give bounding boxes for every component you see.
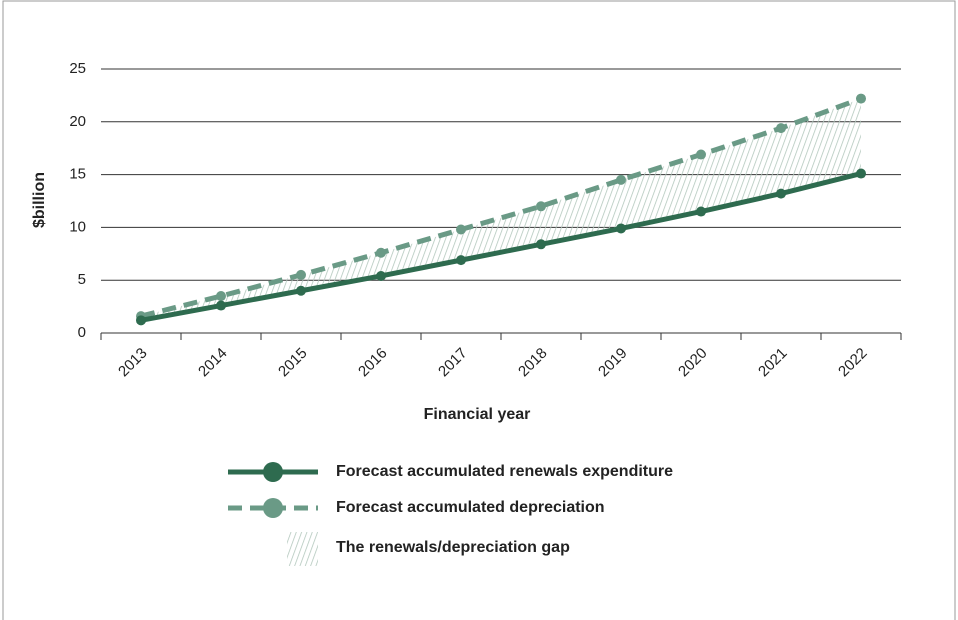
y-tick-label: 20	[69, 113, 86, 130]
point	[296, 269, 306, 280]
legend-label: Forecast accumulated depreciation	[336, 499, 605, 516]
x-tick-label: 2022	[835, 345, 871, 381]
point	[616, 223, 626, 234]
y-tick-label: 0	[78, 324, 86, 341]
y-tick-label: 10	[69, 218, 86, 235]
point	[376, 270, 386, 281]
point	[696, 149, 706, 160]
point	[856, 168, 866, 179]
point	[696, 206, 706, 217]
legend-marker	[263, 462, 283, 482]
point	[616, 174, 626, 185]
legend-swatch	[287, 532, 318, 566]
legend-label: The renewals/depreciation gap	[336, 539, 570, 556]
point	[536, 239, 546, 250]
x-tick-label: 2019	[595, 345, 631, 381]
series-line	[140, 96, 862, 319]
point	[376, 247, 386, 258]
y-tick-label: 25	[69, 60, 86, 77]
x-tick-label: 2013	[115, 345, 151, 381]
legend-label: Forecast accumulated renewals expenditur…	[336, 463, 673, 480]
point	[136, 315, 146, 326]
series-line	[140, 171, 862, 323]
y-tick-label: 5	[78, 271, 86, 288]
x-tick-label: 2015	[275, 345, 311, 381]
legend-marker	[263, 498, 283, 518]
point	[456, 224, 466, 235]
x-tick-label: 2014	[195, 345, 231, 381]
point	[856, 93, 866, 104]
x-tick-label: 2017	[435, 345, 471, 381]
x-tick-label: 2020	[675, 345, 711, 381]
y-tick-label: 15	[69, 166, 86, 183]
point	[776, 188, 786, 199]
x-axis-label: Financial year	[424, 406, 531, 423]
point	[536, 201, 546, 212]
point	[456, 255, 466, 266]
point	[216, 291, 226, 302]
x-tick-label: 2018	[515, 345, 551, 381]
point	[776, 123, 786, 134]
x-tick-label: 2021	[755, 345, 791, 381]
y-axis-label: $billion	[31, 172, 48, 228]
x-tick-label: 2016	[355, 345, 391, 381]
point	[216, 300, 226, 311]
point	[296, 285, 306, 296]
